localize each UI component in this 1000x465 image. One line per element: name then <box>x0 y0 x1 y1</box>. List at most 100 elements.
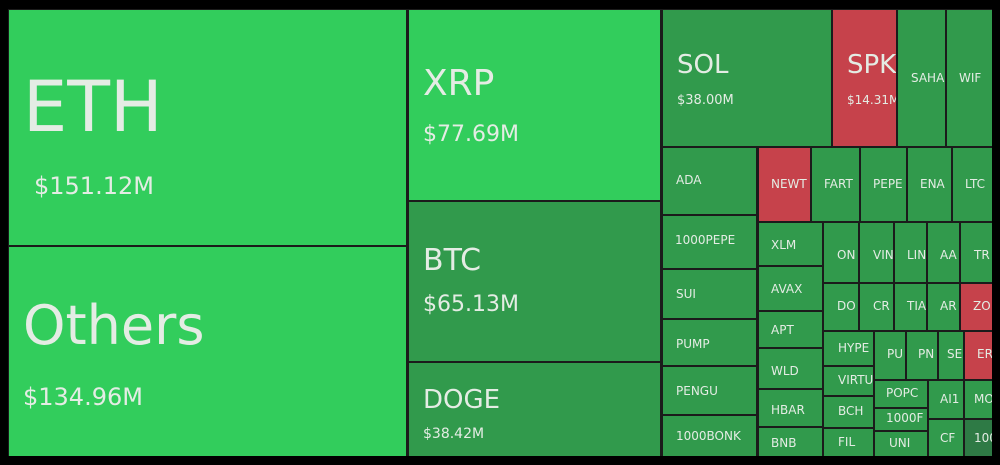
crypto-volume-treemap: ETH $151.12M Others $134.96M XRP $77.69M BTC $6… <box>8 9 992 456</box>
tile-se[interactable]: SE <box>939 332 963 379</box>
tile-wld[interactable]: WLD <box>759 349 822 388</box>
tile-symbol: DOGE <box>423 385 501 415</box>
tile-symbol: MO <box>974 392 992 406</box>
tile-symbol: VIN <box>873 248 893 262</box>
tile-pu[interactable]: PU <box>875 332 905 379</box>
tile-symbol: HYPE <box>838 341 870 355</box>
tile-aa[interactable]: AA <box>928 223 959 282</box>
tile-symbol: 1000F <box>886 411 924 425</box>
tile-avax[interactable]: AVAX <box>759 267 822 310</box>
tile-symbol: BTC <box>423 243 482 278</box>
tile-fart[interactable]: FART <box>812 148 859 221</box>
tile-symbol: BCH <box>838 404 864 418</box>
tile-tr[interactable]: TR <box>961 223 992 282</box>
tile-xlm[interactable]: XLM <box>759 223 822 265</box>
tile-symbol: ENA <box>920 177 945 191</box>
tile-symbol: SE <box>947 347 963 361</box>
tile-sol[interactable]: SOL $38.00M <box>663 10 831 146</box>
tile-uni[interactable]: UNI <box>875 432 927 456</box>
tile-saha[interactable]: SAHA <box>898 10 945 146</box>
tile-symbol: CF <box>940 431 956 445</box>
tile-symbol: AA <box>940 248 957 262</box>
tile-pn[interactable]: PN <box>907 332 937 379</box>
tile-on[interactable]: ON <box>824 223 858 282</box>
tile-symbol: SUI <box>676 287 696 301</box>
tile-er[interactable]: ER <box>965 332 992 379</box>
tile-symbol: PU <box>887 347 904 361</box>
tile-symbol: WIF <box>959 71 982 85</box>
tile-symbol: ER <box>977 347 992 361</box>
tile-do[interactable]: DO <box>824 284 858 330</box>
tile-value: $38.00M <box>677 93 734 108</box>
tile-symbol: POPC <box>886 386 919 400</box>
tile-bch[interactable]: BCH <box>824 397 873 427</box>
tile-lin[interactable]: LIN <box>895 223 926 282</box>
tile-symbol: ETH <box>23 66 163 148</box>
tile-ada[interactable]: ADA <box>663 148 756 214</box>
tile-value: $151.12M <box>34 172 154 200</box>
tile-100[interactable]: 100 <box>965 420 992 456</box>
tile-pepe[interactable]: PEPE <box>861 148 906 221</box>
tile-ena[interactable]: ENA <box>908 148 951 221</box>
tile-symbol: AVAX <box>771 282 803 296</box>
tile-btc[interactable]: BTC $65.13M <box>409 202 660 361</box>
tile-symbol: WLD <box>771 364 799 378</box>
tile-value: $38.42M <box>423 426 485 442</box>
tile-ltc[interactable]: LTC <box>953 148 992 221</box>
tile-ai1[interactable]: AI1 <box>929 381 963 418</box>
tile-symbol: SAHA <box>911 71 945 85</box>
tile-1000pepe[interactable]: 1000PEPE <box>663 216 756 268</box>
tile-eth[interactable]: ETH $151.12M <box>9 10 406 245</box>
tile-fil[interactable]: FIL <box>824 429 873 456</box>
tile-1000f[interactable]: 1000F <box>875 409 927 430</box>
tile-symbol: FIL <box>838 435 856 449</box>
tile-vin[interactable]: VIN <box>860 223 893 282</box>
tile-symbol: PEPE <box>873 177 903 191</box>
tile-symbol: XLM <box>771 238 797 252</box>
tile-hbar[interactable]: HBAR <box>759 390 822 426</box>
tile-wif[interactable]: WIF <box>947 10 992 146</box>
tile-newt[interactable]: NEWT <box>759 148 810 221</box>
tile-hype[interactable]: HYPE <box>824 332 873 365</box>
tile-sui[interactable]: SUI <box>663 270 756 318</box>
tile-value: $65.13M <box>423 292 519 317</box>
tile-symbol: AI1 <box>940 392 960 406</box>
tile-symbol: APT <box>771 323 794 337</box>
tile-tia[interactable]: TIA <box>895 284 926 330</box>
tile-apt[interactable]: APT <box>759 312 822 347</box>
tile-symbol: 100 <box>974 431 992 445</box>
tile-symbol: LTC <box>965 177 986 191</box>
tile-pump[interactable]: PUMP <box>663 320 756 365</box>
tile-symbol: PUMP <box>676 337 710 351</box>
tile-ar[interactable]: AR <box>928 284 959 330</box>
tile-xrp[interactable]: XRP $77.69M <box>409 10 660 200</box>
tile-zo[interactable]: ZO <box>961 284 992 330</box>
tile-symbol: ON <box>837 248 856 262</box>
tile-virtu[interactable]: VIRTU <box>824 367 873 395</box>
tile-popc[interactable]: POPC <box>875 381 927 407</box>
tile-symbol: FART <box>824 177 853 191</box>
tile-symbol: DO <box>837 299 856 313</box>
tile-symbol: AR <box>940 299 957 313</box>
tile-symbol: Others <box>23 294 205 357</box>
tile-symbol: VIRTU <box>838 373 873 387</box>
tile-symbol: CR <box>873 299 890 313</box>
tile-others[interactable]: Others $134.96M <box>9 247 406 456</box>
tile-cf[interactable]: CF <box>929 420 963 456</box>
tile-symbol: PENGU <box>676 384 718 398</box>
tile-spk[interactable]: SPK $14.31M <box>833 10 896 146</box>
tile-symbol: PN <box>918 347 935 361</box>
tile-bnb[interactable]: BNB <box>759 428 822 456</box>
tile-symbol: HBAR <box>771 403 805 417</box>
tile-doge[interactable]: DOGE $38.42M <box>409 363 660 456</box>
tile-symbol: LIN <box>907 248 926 262</box>
tile-cr[interactable]: CR <box>860 284 893 330</box>
tile-symbol: SOL <box>677 50 729 80</box>
tile-pengu[interactable]: PENGU <box>663 367 756 414</box>
tile-mo[interactable]: MO <box>965 381 992 418</box>
tile-symbol: TR <box>974 248 990 262</box>
tile-1000bonk[interactable]: 1000BONK <box>663 416 756 456</box>
tile-symbol: ADA <box>676 173 702 187</box>
tile-value: $77.69M <box>423 122 519 147</box>
tile-symbol: SPK <box>847 50 896 80</box>
